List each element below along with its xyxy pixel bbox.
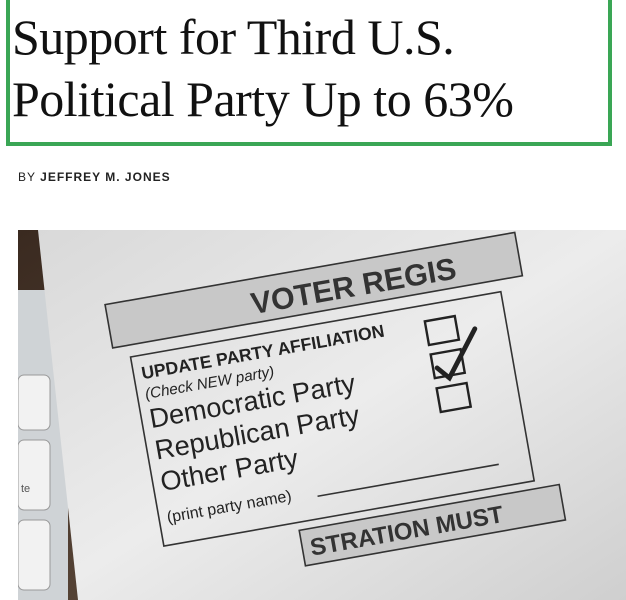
byline-prefix: BY: [18, 170, 36, 184]
headline-highlight-box: [6, 0, 612, 146]
article-photo: te VOTER REGIS UPDATE PARTY AFFILIATION …: [18, 230, 626, 600]
checkbox-democratic: [423, 314, 461, 347]
title-line-2: Political Party Up to 63%: [12, 71, 514, 127]
check-mark-icon: [434, 326, 478, 382]
article-title: Support for Third U.S. Political Party U…: [12, 6, 514, 130]
key-label: te: [21, 483, 30, 495]
title-line-1: Support for Third U.S.: [12, 9, 455, 65]
photo-svg: te VOTER REGIS UPDATE PARTY AFFILIATION …: [18, 230, 626, 600]
checkbox-other: [435, 381, 473, 414]
author-name[interactable]: JEFFREY M. JONES: [40, 170, 171, 184]
byline: BY JEFFREY M. JONES: [18, 170, 171, 184]
